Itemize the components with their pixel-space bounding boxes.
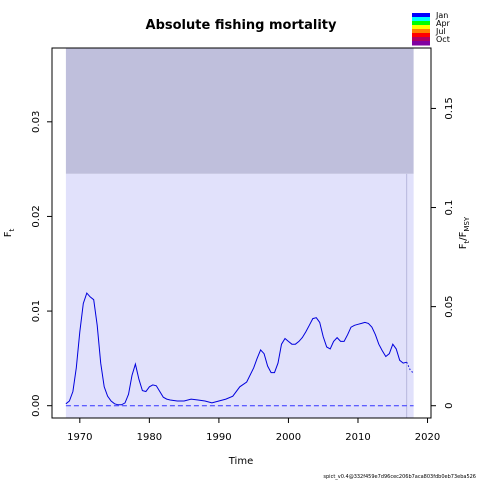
x-tick-label: 1970 [67,432,92,443]
legend-color-swatch [412,37,430,42]
y-tick-label: 0.00 [31,395,42,417]
legend-color-swatch [412,29,430,34]
legend-color-swatch [412,25,430,30]
ci-band [65,173,414,418]
x-axis: 1970 1980 1990 2000 2010 2020 [67,418,440,443]
x-tick-label: 1990 [206,432,231,443]
right-y-axis-label: Ft/FMSY [458,216,471,249]
y-tick-label: 0.02 [31,205,42,227]
legend-color-swatch [412,17,430,22]
y-tick-label: 0.01 [31,300,42,322]
right-y-tick-label: 0 [444,403,455,409]
plot-frame [51,47,432,419]
upper-ci-band [65,48,414,174]
right-y-tick-label: 0.15 [444,97,455,119]
x-tick-label: 2000 [276,432,301,443]
y-tick-label: 0.03 [31,111,42,133]
plot-area [51,47,432,419]
right-y-tick-label: 0.05 [444,295,455,317]
x-tick-label: 2020 [415,432,440,443]
right-y-axis: 0 0.05 0.1 0.15 [431,97,455,409]
x-tick-label: 2010 [345,432,370,443]
x-tick-label: 1980 [137,432,162,443]
y-axis: 0.00 0.01 0.02 0.03 [31,111,52,417]
right-y-axis-label-sep: /F [458,231,469,240]
y-axis-label: Ft [3,228,16,237]
y-axis-label-sub: t [8,228,16,231]
version-footer: spict_v0.4@332f459e7d96cec206b7aca803fdb… [323,474,476,480]
legend-color-swatch [412,21,430,26]
legend-label: Apr [436,19,451,28]
legend-label: Jan [435,11,448,20]
x-axis-label: Time [228,456,253,467]
chart-title: Absolute fishing mortality [146,18,337,33]
right-y-axis-label-num: F [458,243,469,249]
legend-color-swatch [412,33,430,38]
y-axis-label-main: F [3,231,14,237]
legend-color-swatch [412,41,430,46]
legend-color-swatch [412,13,430,18]
legend-label: Jul [435,27,446,36]
legend-label: Oct [436,35,450,44]
right-y-axis-label-den-sub: MSY [463,216,471,231]
right-y-tick-label: 0.1 [444,200,455,216]
right-y-axis-label-num-sub: t [463,240,471,243]
f-estimate-line [65,292,407,406]
f-forecast-line [406,361,414,374]
